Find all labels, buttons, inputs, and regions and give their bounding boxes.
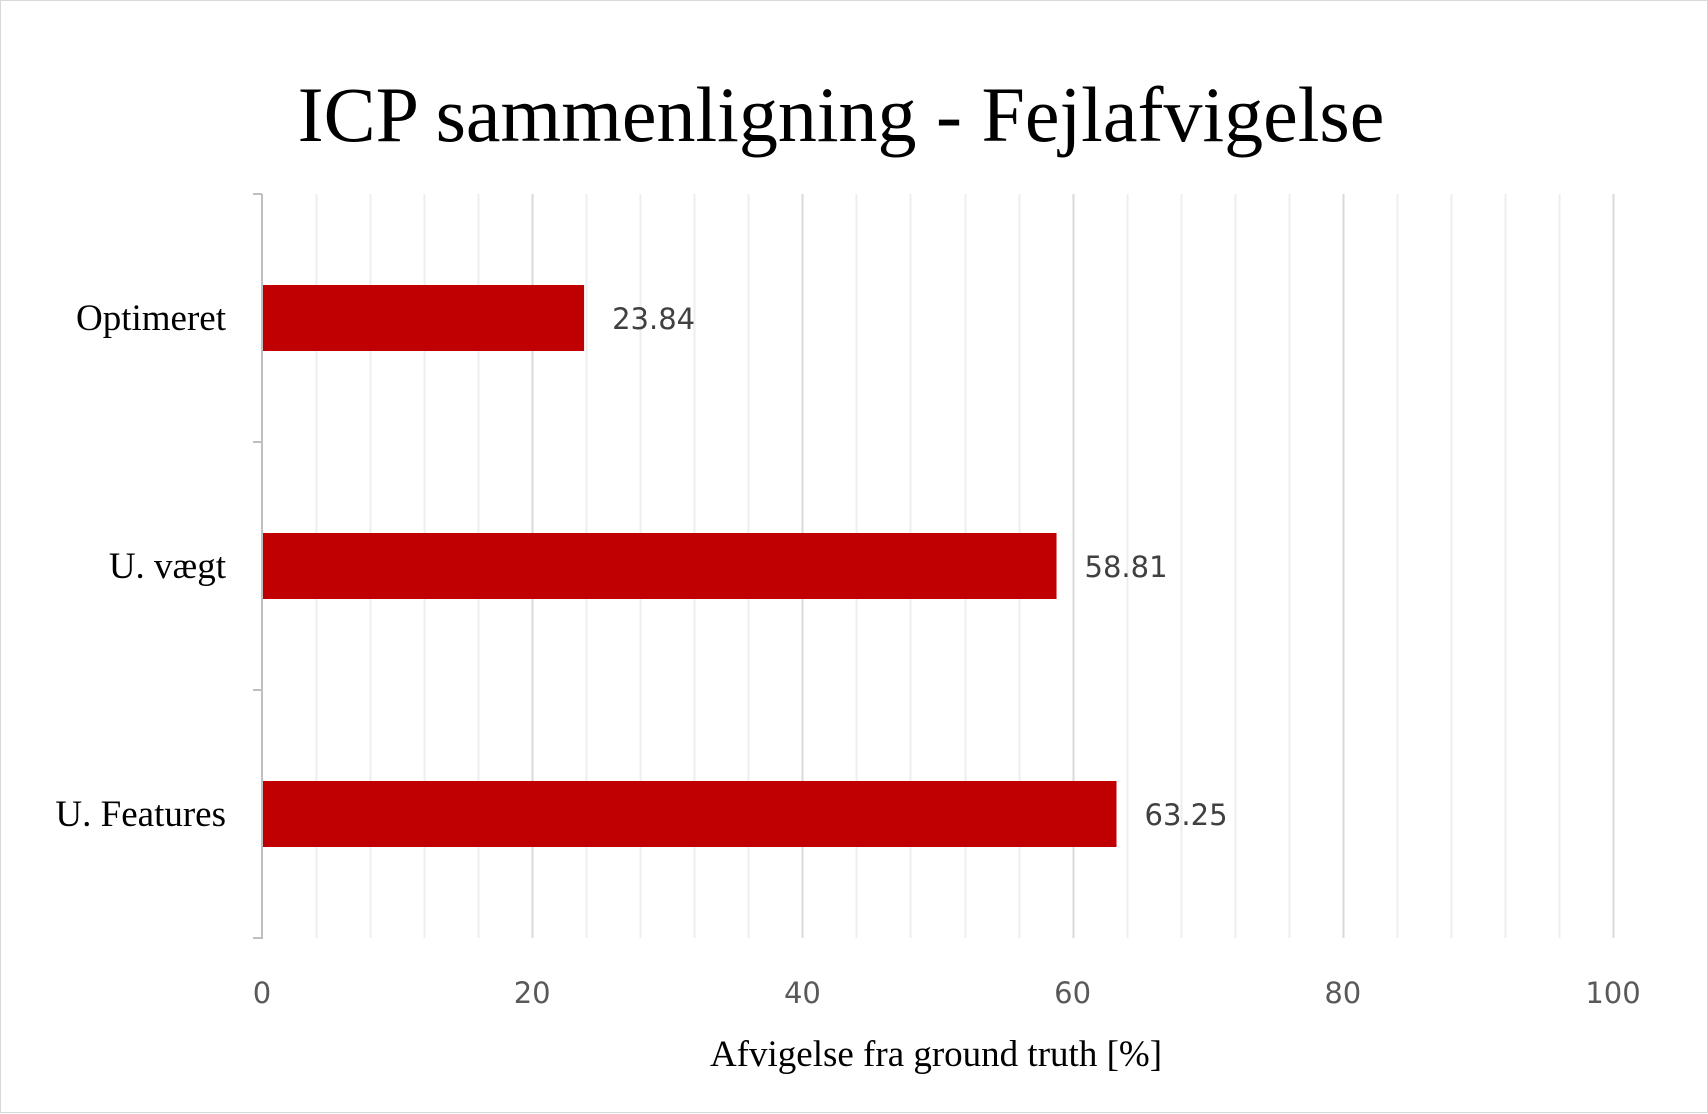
x-tick-label: 80 (1324, 976, 1361, 1010)
category-label: Optimeret (76, 298, 227, 339)
value-axis-ticks: 0 20 40 60 80 100 (253, 976, 1641, 1010)
minor-gridlines (315, 194, 1561, 938)
category-label: U. vægt (109, 546, 227, 587)
x-tick-label: 20 (514, 976, 551, 1010)
x-axis-title: Afvigelse fra ground truth [%] (710, 1034, 1162, 1075)
bar (262, 533, 1057, 599)
data-label: 58.81 (1085, 550, 1168, 584)
x-tick-label: 60 (1054, 976, 1091, 1010)
bar-series (262, 285, 1117, 847)
x-tick-label: 40 (784, 976, 821, 1010)
data-labels: 23.84 58.81 63.25 (612, 302, 1227, 832)
category-axis: Optimeret U. vægt U. Features (55, 193, 263, 939)
x-tick-label: 100 (1585, 976, 1640, 1010)
bar (262, 285, 585, 351)
x-tick-label: 0 (253, 976, 271, 1010)
data-label: 23.84 (612, 302, 695, 336)
data-label: 63.25 (1145, 798, 1228, 832)
bar (262, 781, 1117, 847)
chart-title: ICP sammenligning - Fejlafvigelse (298, 71, 1385, 158)
category-label: U. Features (55, 794, 226, 835)
